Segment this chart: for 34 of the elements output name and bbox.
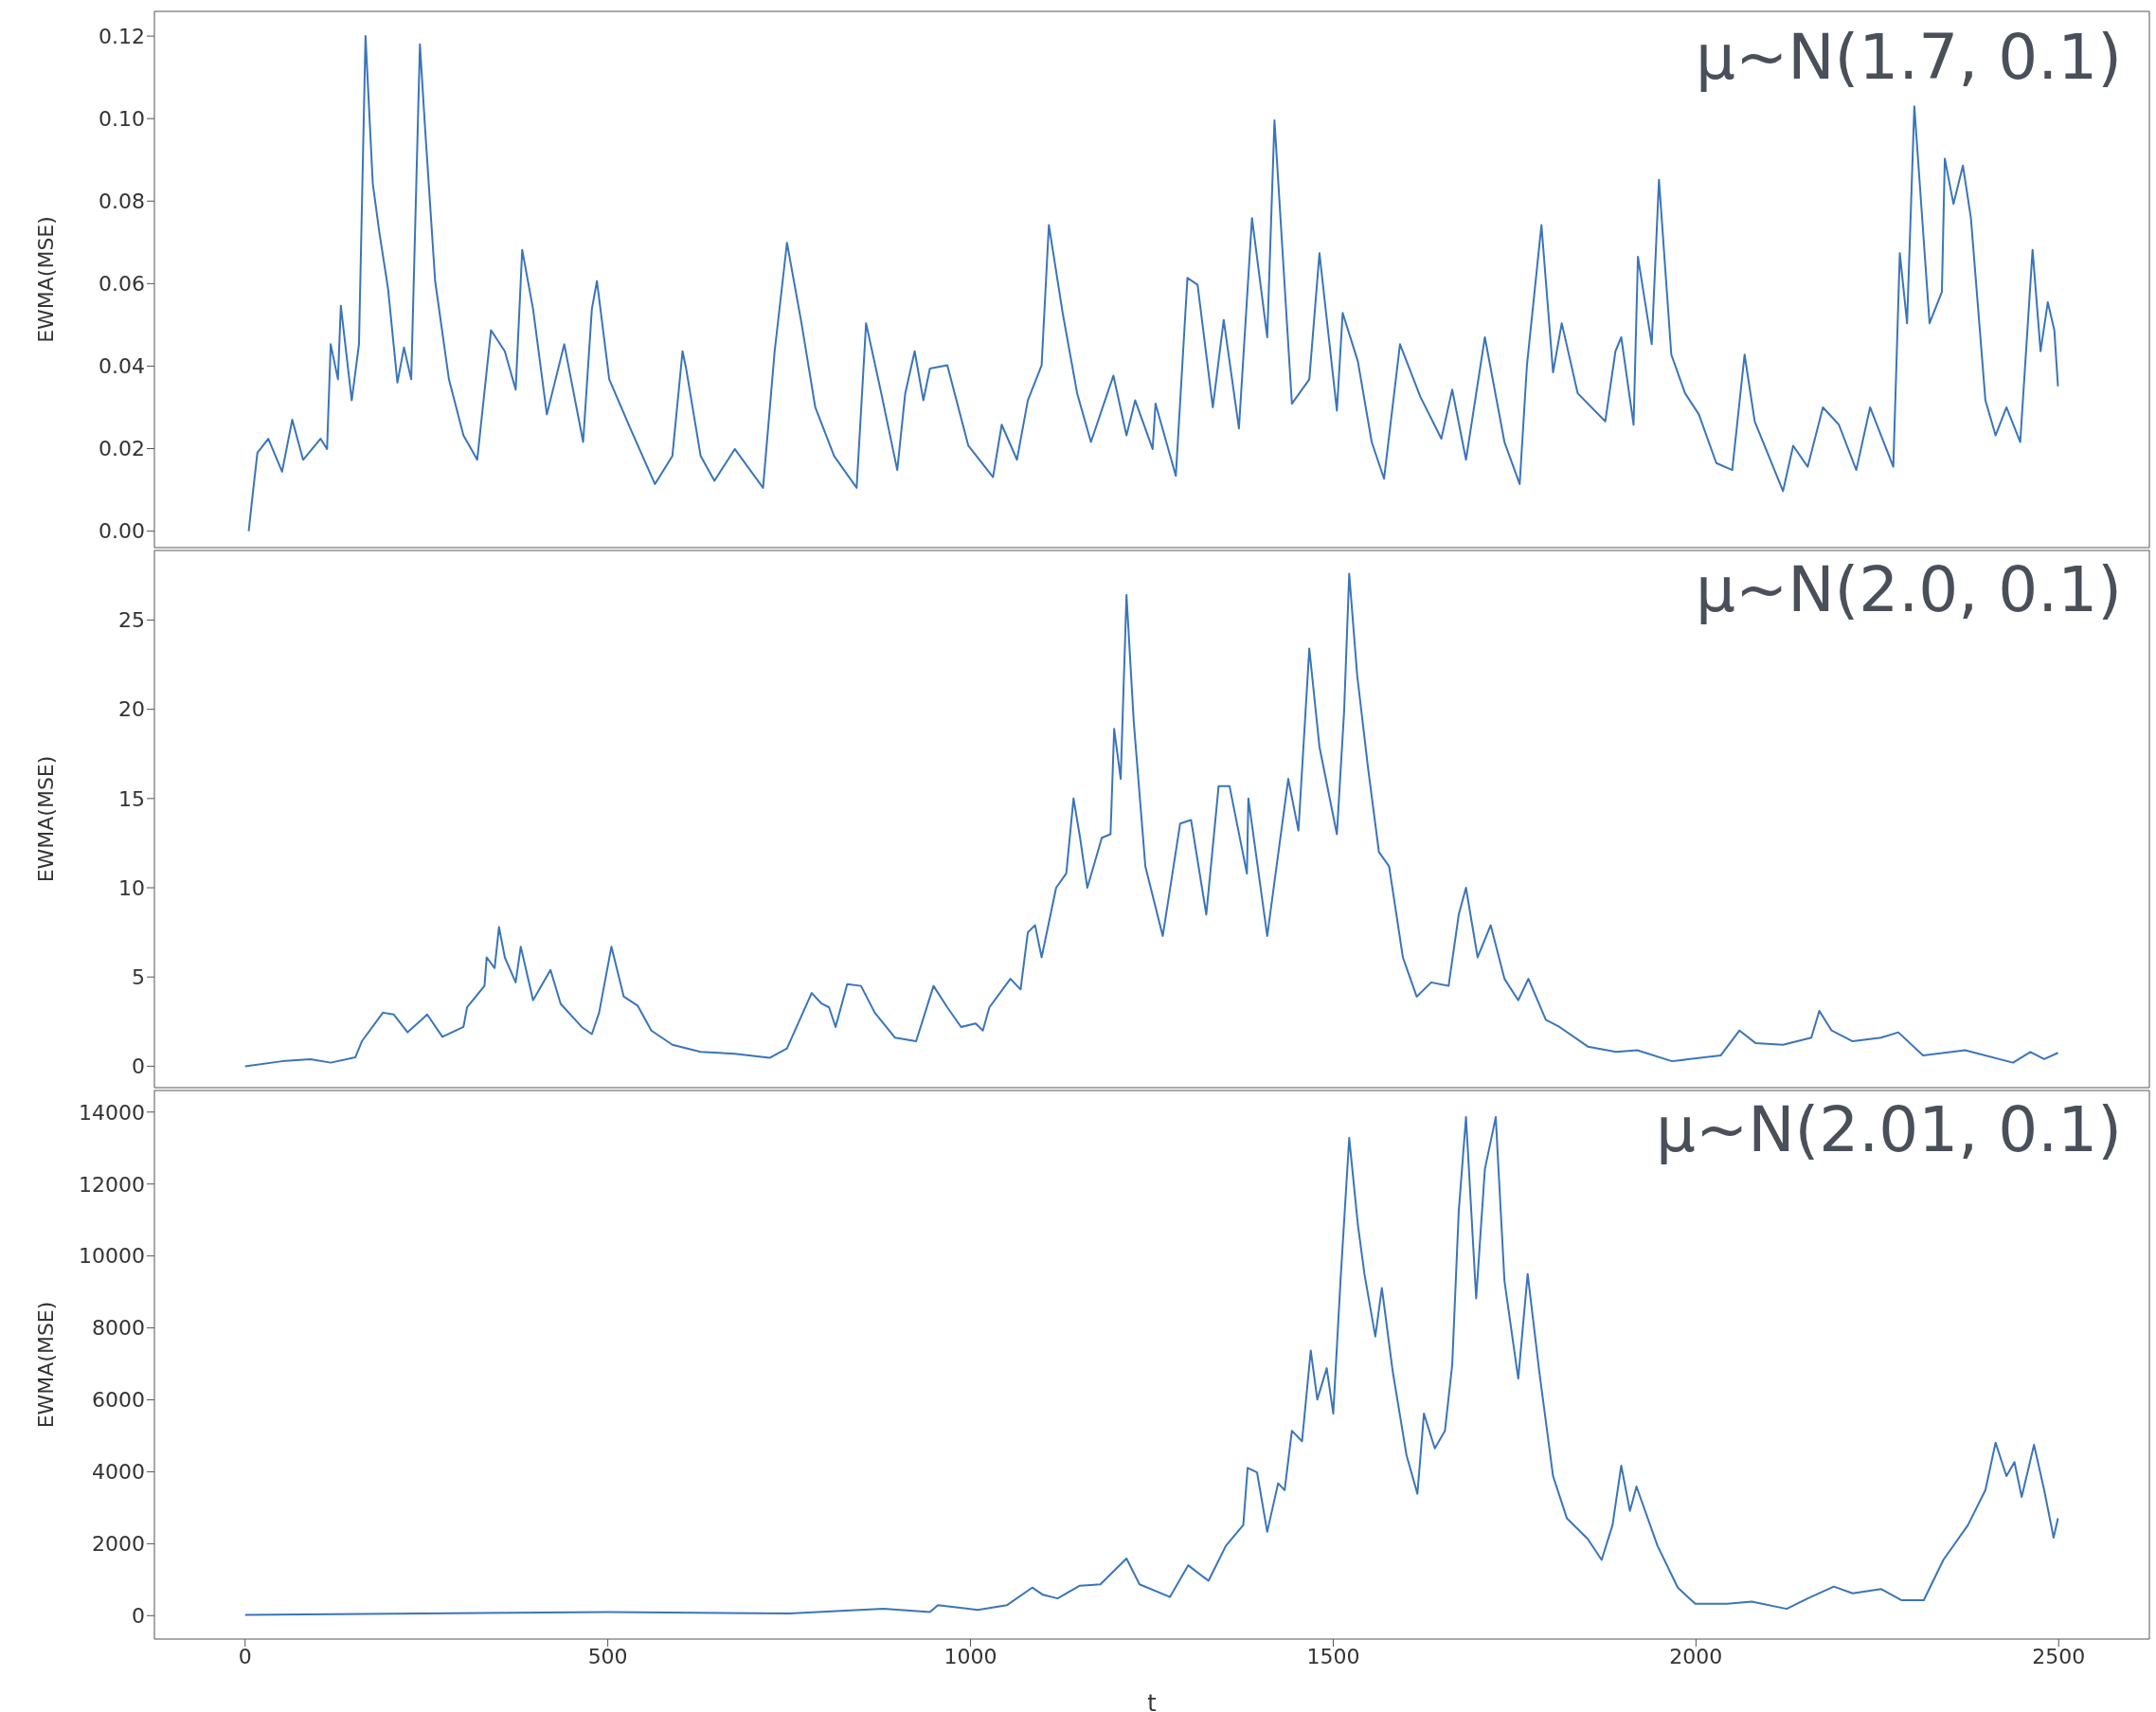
y-tick-label: 0.04	[99, 354, 145, 379]
y-tick-label: 15	[118, 786, 145, 811]
y-axis-title: EWMA(MSE)	[33, 216, 58, 343]
x-tick-label: 0	[238, 1644, 252, 1668]
y-tick-label: 10000	[79, 1244, 145, 1269]
y-tick-label: 10	[118, 875, 145, 900]
y-tick-label: 20	[118, 697, 145, 722]
x-tick-label: 1500	[1306, 1644, 1360, 1668]
y-tick-label: 0	[132, 1604, 145, 1629]
y-tick-label: 25	[118, 608, 145, 633]
y-tick-label: 0.08	[99, 189, 145, 214]
y-tick-label: 0.12	[99, 24, 145, 48]
y-tick-label: 2000	[92, 1532, 145, 1557]
y-tick-label: 0.10	[99, 107, 145, 132]
annotation: μ~N(2.0, 0.1)	[1695, 553, 2122, 626]
y-tick-label: 0	[132, 1054, 145, 1079]
y-tick-label: 0.02	[99, 437, 145, 461]
y-tick-label: 8000	[92, 1316, 145, 1341]
x-tick-label: 500	[587, 1644, 628, 1668]
y-tick-label: 6000	[92, 1388, 145, 1413]
y-tick-label: 12000	[79, 1172, 145, 1197]
y-axis-title: EWMA(MSE)	[33, 755, 58, 883]
x-tick-label: 2500	[2032, 1644, 2086, 1668]
x-tick-label: 1000	[943, 1644, 997, 1668]
y-tick-label: 0.00	[99, 519, 145, 544]
x-axis-title: t	[1147, 1690, 1157, 1712]
y-tick-label: 14000	[79, 1100, 145, 1125]
annotation: μ~N(2.01, 0.1)	[1655, 1093, 2122, 1166]
y-axis-title: EWMA(MSE)	[33, 1301, 58, 1429]
y-tick-label: 0.06	[99, 272, 145, 297]
y-tick-label: 5	[132, 965, 145, 990]
y-tick-label: 4000	[92, 1460, 145, 1485]
annotation: μ~N(1.7, 0.1)	[1695, 21, 2122, 94]
x-tick-label: 2000	[1669, 1644, 1723, 1668]
